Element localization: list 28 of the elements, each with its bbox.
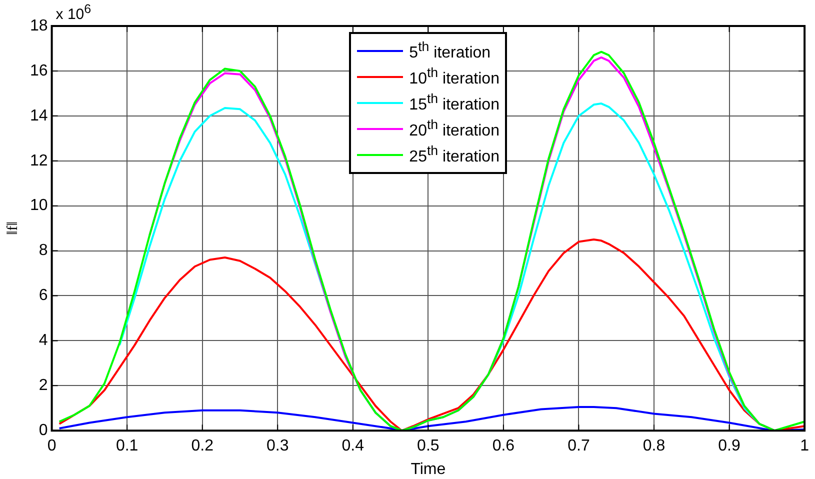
y-tick-label: 10 [30,197,48,214]
legend-label: 20$^{th}$ iteration [409,117,500,141]
legend-label: 10$^{th}$ iteration [409,65,500,89]
x-tick-label: 1 [800,438,810,455]
x-tick-label: 0.1 [116,438,138,455]
y-tick-label: 0 [38,422,48,440]
x-tick-label: 0.7 [568,438,590,455]
x-axis-title: Time [410,460,446,478]
y-tick-label: 16 [30,62,48,80]
y-tick-label: 12 [30,152,48,170]
text: x 10$^{6}$ [56,2,92,23]
x-tick-label: 0.8 [642,438,666,455]
y-tick-label: 14 [30,107,48,124]
x-tick-label: 0.6 [492,438,515,455]
y-axis-title: ‖f‖ [4,222,21,236]
x-tick-label: 0.2 [191,438,214,455]
y-tick-label: 6 [38,287,48,304]
legend-label: 5$^{th}$ iteration [409,39,491,63]
x-tick-label: 0.9 [718,438,740,455]
x-tick-label: 0.5 [417,438,440,455]
y-tick-label: 18 [30,17,48,34]
x-tick-label: 0.4 [342,438,364,455]
legend-label: 25$^{th}$ iteration [409,143,500,167]
y-tick-label: 2 [38,377,48,394]
y-tick-label: 8 [38,242,48,260]
legend-label: 15$^{th}$ iteration [409,91,500,115]
x-tick-label: 0.3 [266,438,289,455]
y-tick-label: 4 [38,332,48,350]
